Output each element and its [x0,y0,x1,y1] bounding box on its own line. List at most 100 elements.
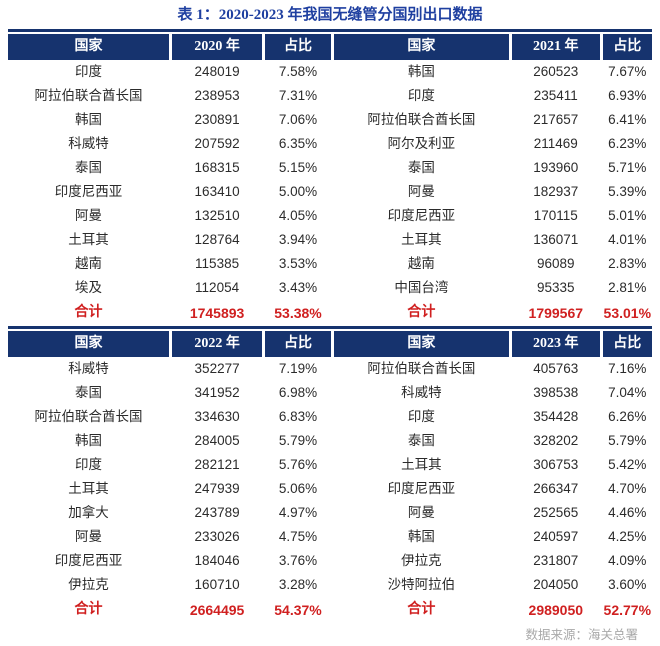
total-share-cell: 54.37% [274,602,322,618]
total-row: 合计 1745893 53.38% 合计 1799567 53.01% [8,300,652,326]
share-cell: 5.06% [278,481,318,496]
value-cell: 217657 [533,112,579,127]
value-cell: 95335 [537,280,575,295]
table-row: 阿曼 233026 4.75% 韩国 240597 4.25% [8,525,652,549]
total-row: 合计 2664495 54.37% 合计 2989050 52.77% [8,597,652,623]
share-cell: 3.60% [608,577,647,592]
table-top-border [8,326,652,329]
value-cell: 204050 [533,577,579,592]
share-cell: 6.26% [608,409,647,424]
country-cell: 科威特 [68,136,109,151]
table-row: 科威特 207592 6.35% 阿尔及利亚 211469 6.23% [8,132,652,156]
country-cell: 越南 [407,256,435,271]
country-cell: 泰国 [407,160,435,175]
country-cell: 印度 [407,88,435,103]
value-cell: 398538 [533,385,579,400]
share-cell: 6.98% [278,385,318,400]
total-label: 合计 [74,305,103,320]
table-row: 印度 282121 5.76% 土耳其 306753 5.42% [8,453,652,477]
column-header-share: 占比 [602,331,652,357]
column-header-share: 占比 [265,331,331,357]
total-value-cell: 2664495 [189,602,245,618]
share-cell: 4.01% [608,232,647,247]
share-cell: 5.76% [278,457,318,472]
country-cell: 土耳其 [68,232,109,247]
share-cell: 2.81% [608,280,647,295]
column-header-share: 占比 [265,34,331,60]
share-cell: 7.31% [278,88,318,103]
value-cell: 193960 [533,160,579,175]
share-cell: 7.04% [608,385,647,400]
value-cell: 260523 [533,64,579,79]
country-cell: 阿拉伯联合酋长国 [367,112,476,127]
table-row: 科威特 352277 7.19% 阿拉伯联合酋长国 405763 7.16% [8,357,652,381]
total-label: 合计 [74,602,103,617]
share-cell: 6.35% [278,136,318,151]
value-cell: 233026 [194,529,240,544]
share-cell: 3.28% [278,577,318,592]
value-cell: 170115 [533,208,578,223]
country-cell: 印度尼西亚 [387,481,456,496]
value-cell: 328202 [533,433,579,448]
country-cell: 印度尼西亚 [387,208,456,223]
table-row: 泰国 168315 5.15% 泰国 193960 5.71% [8,156,652,180]
share-cell: 2.83% [608,256,647,271]
country-cell: 阿拉伯联合酋长国 [367,361,476,376]
country-cell: 阿拉伯联合酋长国 [34,409,143,424]
value-cell: 211469 [533,136,578,151]
value-cell: 334630 [194,409,240,424]
table-row: 伊拉克 160710 3.28% 沙特阿拉伯 204050 3.60% [8,573,652,597]
share-cell: 7.16% [608,361,647,376]
share-cell: 3.43% [278,280,318,295]
value-cell: 284005 [194,433,240,448]
share-cell: 4.46% [608,505,647,520]
share-cell: 4.25% [608,529,647,544]
table-row: 阿曼 132510 4.05% 印度尼西亚 170115 5.01% [8,204,652,228]
country-cell: 土耳其 [401,232,442,247]
value-cell: 230891 [194,112,240,127]
value-cell: 132510 [194,208,240,223]
share-cell: 4.70% [608,481,647,496]
share-cell: 3.53% [278,256,318,271]
share-cell: 5.79% [608,433,647,448]
country-cell: 沙特阿拉伯 [387,577,456,592]
country-cell: 土耳其 [401,457,442,472]
share-cell: 5.01% [608,208,647,223]
column-header-year: 2021 年 [512,34,600,60]
country-cell: 阿拉伯联合酋长国 [34,88,143,103]
table-row: 土耳其 128764 3.94% 土耳其 136071 4.01% [8,228,652,252]
country-cell: 中国台湾 [394,280,449,295]
share-cell: 3.94% [278,232,318,247]
table-row: 印度尼西亚 163410 5.00% 阿曼 182937 5.39% [8,180,652,204]
value-cell: 168315 [194,160,240,175]
table-row: 埃及 112054 3.43% 中国台湾 95335 2.81% [8,276,652,300]
country-cell: 土耳其 [68,481,109,496]
country-cell: 阿曼 [407,184,435,199]
value-cell: 238953 [194,88,240,103]
share-cell: 5.71% [608,160,647,175]
country-cell: 阿曼 [75,529,102,544]
country-cell: 加拿大 [68,505,109,520]
country-cell: 泰国 [75,160,102,175]
country-cell: 韩国 [75,112,102,127]
share-cell: 6.23% [608,136,647,151]
country-cell: 韩国 [75,433,102,448]
table-row: 阿拉伯联合酋长国 334630 6.83% 印度 354428 6.26% [8,405,652,429]
total-value-cell: 1745893 [189,305,245,321]
value-cell: 96089 [537,256,575,271]
table-row: 土耳其 247939 5.06% 印度尼西亚 266347 4.70% [8,477,652,501]
column-header-year: 2022 年 [172,331,263,357]
value-cell: 243789 [194,505,240,520]
value-cell: 207592 [194,136,240,151]
country-cell: 泰国 [75,385,102,400]
country-cell: 韩国 [407,529,435,544]
column-header-country: 国家 [333,331,509,357]
share-cell: 7.67% [608,64,647,79]
share-cell: 6.93% [608,88,647,103]
total-share-cell: 53.38% [274,305,322,321]
country-cell: 韩国 [407,64,435,79]
value-cell: 266347 [533,481,579,496]
share-cell: 3.76% [278,553,318,568]
column-header-country: 国家 [8,331,169,357]
